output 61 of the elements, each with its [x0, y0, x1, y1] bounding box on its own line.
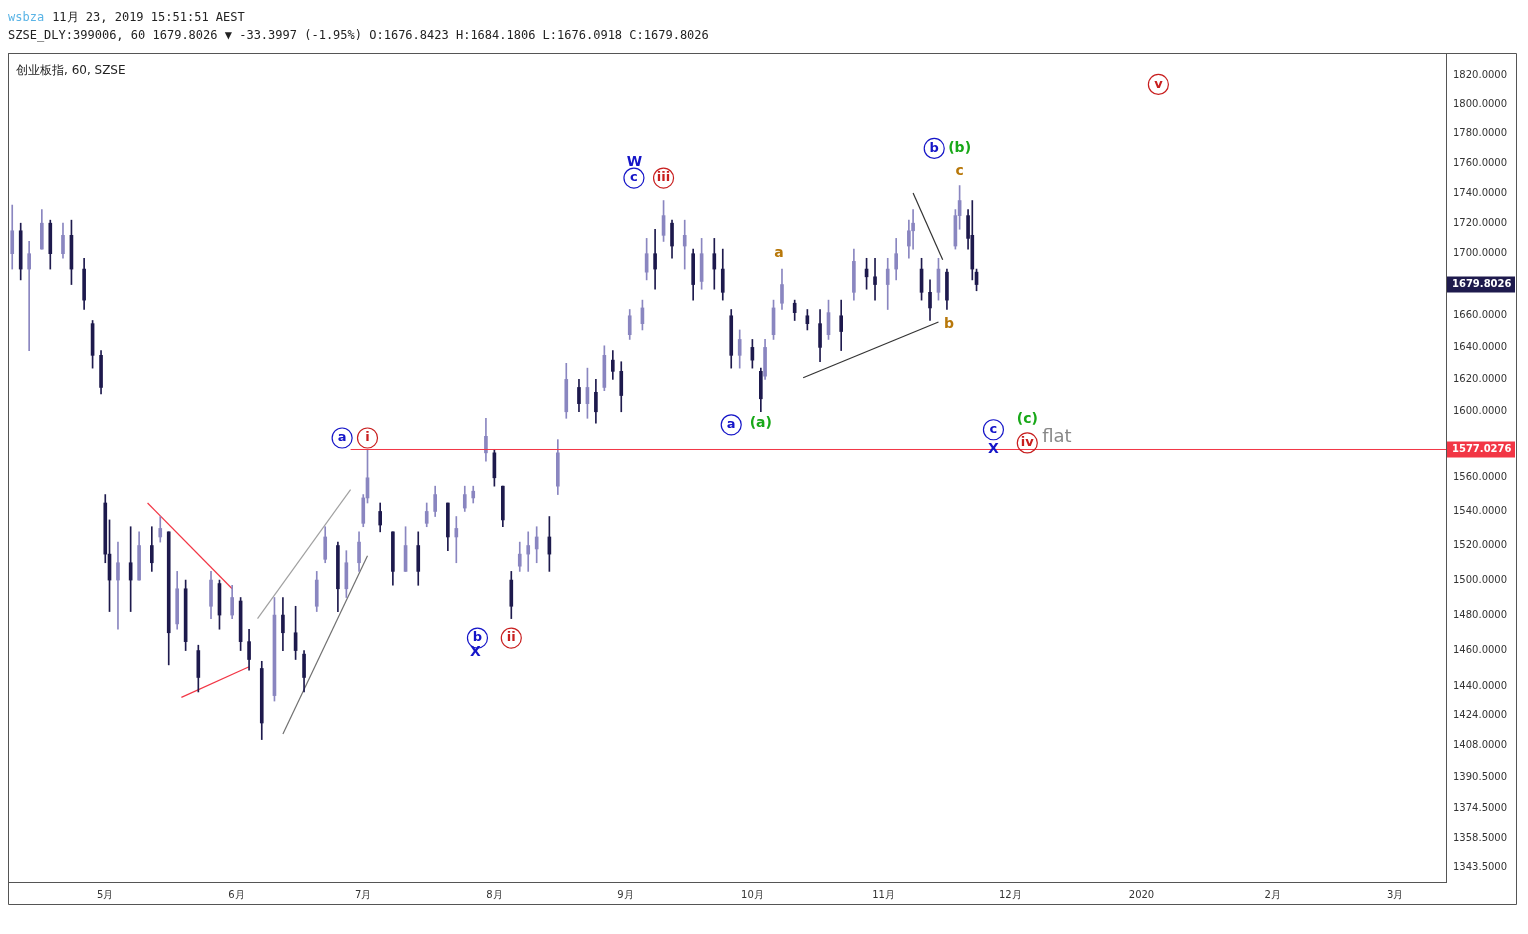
chart-subtitle: SZSE_DLY:399006, 60 1679.8026 ▼ -33.3997 (-1.95%) O:1676.8423 H:1684.1806 L:1676.0918 C:1679.8026: [8, 27, 710, 44]
text: 1679.8026: [1452, 278, 1512, 290]
text: wsbza: [8, 10, 45, 24]
ref-line-label: 1577.0276: [1452, 443, 1512, 455]
y-tick-label: 1800.0000: [1453, 98, 1508, 110]
annotation: (b): [948, 139, 972, 156]
annotation: i: [365, 429, 370, 445]
annotation: a: [337, 429, 347, 445]
y-tick-label: 1408.0000: [1453, 738, 1508, 750]
annotation: a: [774, 243, 784, 260]
y-tick-label: 1520.0000: [1453, 539, 1508, 551]
x-tick-label: 9月: [617, 888, 634, 900]
annotation: v: [1154, 75, 1164, 91]
annotation: flat: [1042, 425, 1072, 447]
y-tick-label: 1560.0000: [1453, 471, 1508, 483]
x-tick-label: 2月: [1264, 888, 1281, 900]
x-tick-label: 12月: [999, 888, 1022, 900]
annotation: c: [989, 421, 998, 437]
y-tick-label: 1760.0000: [1453, 156, 1508, 168]
text: 创业板指, 60, SZSE: [16, 63, 126, 78]
text: 11月 23, 2019 15:51:51 AEST: [52, 10, 245, 24]
annotation: b: [944, 315, 955, 332]
y-tick-label: 1440.0000: [1453, 680, 1508, 692]
annotation: (c): [1016, 410, 1038, 427]
annotation: a: [726, 416, 736, 432]
y-tick-label: 1460.0000: [1453, 644, 1508, 656]
x-tick-label: 11月: [872, 888, 895, 900]
y-tick-label: 1374.5000: [1453, 801, 1508, 813]
x-tick-label: 10月: [741, 888, 764, 900]
annotation: b: [472, 629, 483, 645]
y-tick-label: 1480.0000: [1453, 608, 1508, 620]
x-tick-label: 3月: [1387, 888, 1404, 900]
y-tick-label: 1720.0000: [1453, 216, 1508, 228]
x-tick-label: 2020: [1128, 888, 1155, 900]
x-tick-label: 7月: [355, 888, 372, 900]
y-tick-label: 1640.0000: [1453, 340, 1508, 352]
annotation: W: [626, 153, 643, 170]
y-tick-label: 1780.0000: [1453, 127, 1508, 139]
annotation: iii: [656, 169, 671, 185]
y-tick-label: 1343.5000: [1453, 861, 1508, 872]
x-tick-label: 5月: [97, 888, 114, 900]
annotation: iv: [1020, 434, 1035, 450]
y-tick-label: 1600.0000: [1453, 405, 1508, 417]
annotation: b: [929, 139, 939, 155]
x-tick-label: 6月: [228, 888, 245, 900]
y-tick-label: 1660.0000: [1453, 309, 1508, 321]
y-tick-label: 1540.0000: [1453, 505, 1508, 517]
annotation: ii: [506, 629, 516, 645]
y-tick-label: 1500.0000: [1453, 573, 1508, 585]
annotation: c: [955, 162, 964, 179]
y-tick-label: 1740.0000: [1453, 186, 1508, 198]
y-tick-label: 1820.0000: [1453, 69, 1508, 81]
y-tick-label: 1620.0000: [1453, 372, 1508, 384]
y-tick-label: 1424.0000: [1453, 709, 1508, 721]
y-tick-label: 1390.5000: [1453, 771, 1508, 783]
x-tick-label: 8月: [486, 888, 503, 900]
annotation: c: [630, 169, 638, 185]
y-tick-label: 1358.5000: [1453, 832, 1508, 844]
annotation: X: [469, 643, 481, 660]
y-tick-label: 1700.0000: [1453, 247, 1508, 259]
annotation: (a): [749, 414, 772, 431]
